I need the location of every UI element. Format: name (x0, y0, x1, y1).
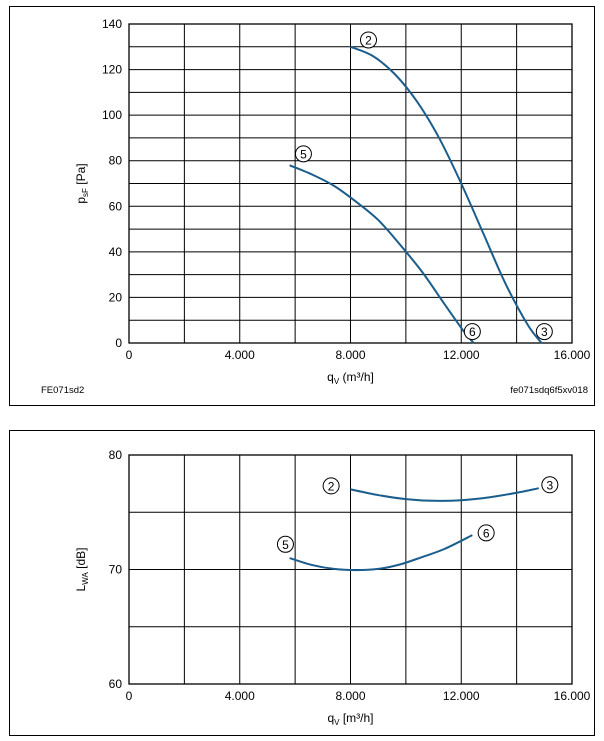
curve-marker-circle (294, 145, 312, 163)
curve-marker-2: 2 (359, 31, 377, 49)
series-line-5 (289, 534, 473, 572)
curve-marker-label: 2 (328, 479, 335, 493)
x-tick-label: 0 (126, 689, 133, 703)
x-tick-label: 4.000 (225, 348, 255, 362)
plot-frame (128, 454, 573, 685)
curve-marker-label: 3 (547, 478, 554, 492)
y-axis-label: LWA [dB] (74, 548, 90, 592)
plot-frame (128, 23, 573, 344)
y-tick-label: 100 (102, 108, 122, 122)
sound-chart: 0 4.000 8.000 12.000 16.000 60 70 80 qV [m³/h] LW… (74, 448, 591, 727)
curve-marker-label: 6 (483, 526, 490, 540)
curve-marker-circle (359, 31, 377, 49)
curve-marker-3: 3 (541, 476, 559, 494)
y-tick-label: 80 (109, 448, 123, 462)
curve-marker-label: 5 (282, 538, 289, 552)
pressure-chart: 0 4.000 8.000 12.000 16.000 0 20 40 60 80 100 120 14… (74, 17, 591, 386)
series-line-2 (350, 45, 543, 344)
x-tick-label: 16.000 (554, 348, 591, 362)
curve-marker-circle (535, 323, 553, 341)
curve-marker-circle (276, 535, 294, 553)
x-tick-label: 4.000 (225, 689, 255, 703)
series-line-5 (289, 164, 475, 344)
x-tick-label: 12.000 (443, 689, 480, 703)
pressure-chart-panel: 0 4.000 8.000 12.000 16.000 0 20 40 60 80 100 120 14… (9, 6, 595, 406)
y-tick-label: 40 (109, 245, 123, 259)
figure-id-left: FE071sd2 (41, 385, 85, 396)
sound-chart-panel: 0 4.000 8.000 12.000 16.000 60 70 80 qV [m³/h] LW… (9, 430, 595, 736)
x-tick-label: 16.000 (554, 689, 591, 703)
y-tick-label: 60 (109, 199, 123, 213)
y-tick-label: 60 (109, 677, 123, 691)
curve-marker-label: 3 (541, 325, 548, 339)
curve-marker-label: 5 (300, 147, 307, 161)
x-tick-label: 8.000 (335, 689, 365, 703)
x-tick-label: 8.000 (335, 348, 365, 362)
y-tick-label: 80 (109, 154, 123, 168)
curve-marker-label: 6 (469, 325, 476, 339)
y-tick-label: 70 (109, 563, 123, 577)
curve-marker-6: 6 (477, 524, 495, 542)
curve-marker-6: 6 (463, 323, 481, 341)
y-axis-label: psF [Pa] (74, 163, 90, 203)
curve-marker-label: 2 (365, 33, 372, 47)
curve-marker-circle (477, 524, 495, 542)
curve-marker-5: 5 (294, 145, 312, 163)
curve-marker-3: 3 (535, 323, 553, 341)
x-tick-label: 0 (126, 348, 133, 362)
series-line-2 (350, 487, 539, 502)
curve-marker-circle (463, 323, 481, 341)
x-tick-label: 12.000 (443, 348, 480, 362)
curve-marker-2: 2 (322, 477, 340, 495)
curve-marker-5: 5 (276, 535, 294, 553)
figure-id-right: fe071sdq6f5xv018 (510, 385, 588, 396)
x-axis-label: qV (m³/h] (327, 370, 374, 386)
x-axis-label: qV [m³/h] (327, 711, 373, 727)
y-tick-label: 0 (115, 336, 122, 350)
curve-marker-circle (541, 476, 559, 494)
y-tick-label: 120 (102, 63, 122, 77)
y-tick-label: 20 (109, 290, 123, 304)
y-tick-label: 140 (102, 17, 122, 31)
curve-marker-circle (322, 477, 340, 495)
